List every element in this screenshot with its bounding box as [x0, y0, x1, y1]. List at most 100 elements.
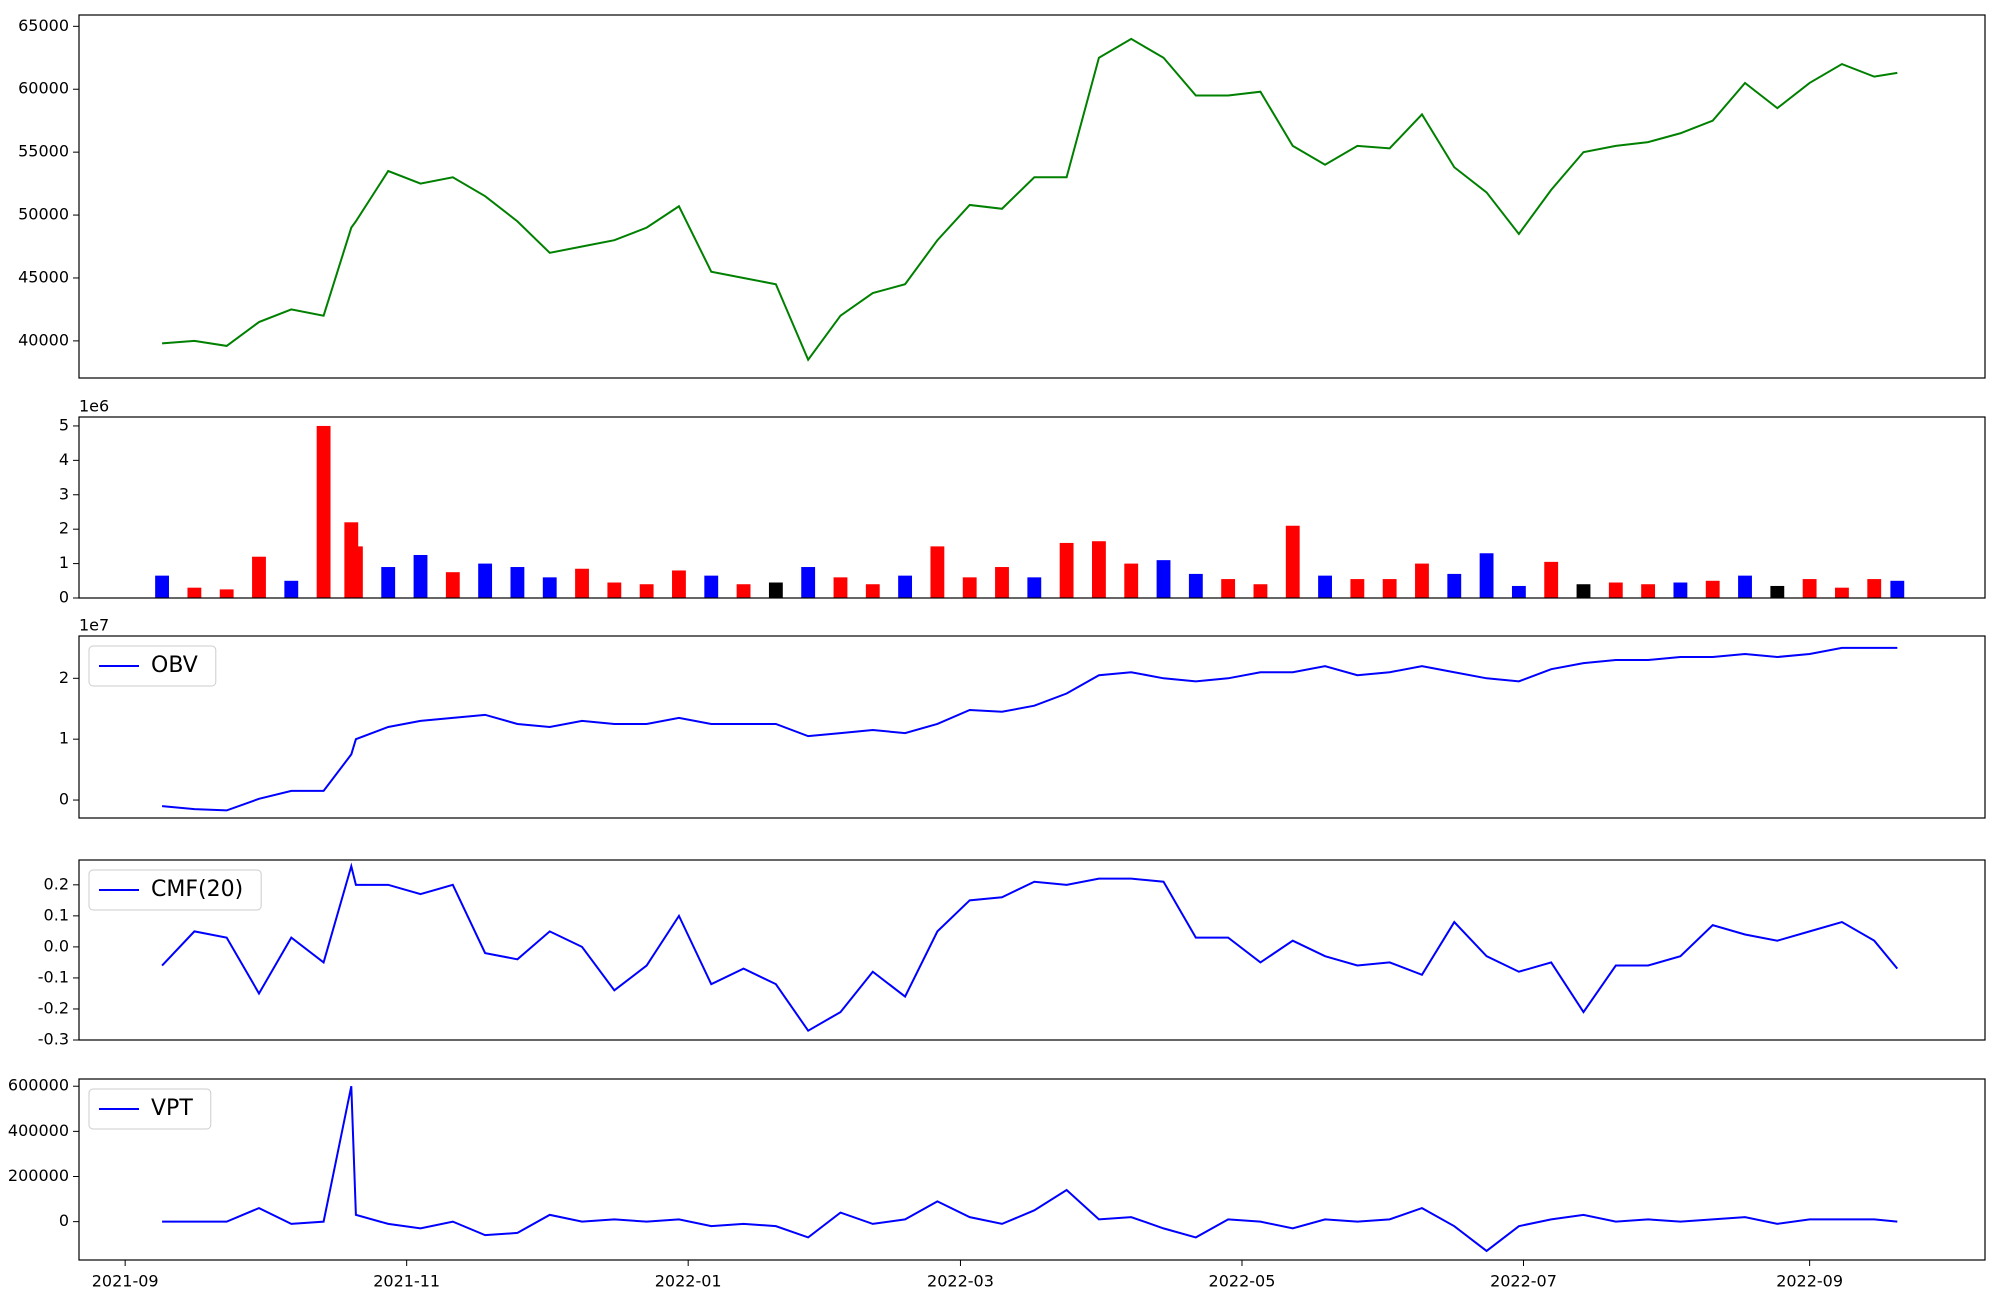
y-tick-label: 0.1	[44, 905, 69, 924]
data-line	[161, 646, 1898, 812]
y-tick-label: 55000	[18, 142, 69, 161]
x-tick-label: 2022-03	[927, 1272, 994, 1291]
axes-frame	[78, 635, 1986, 819]
volume-bar	[1318, 575, 1332, 598]
panel: 0 200000 400000 600000 VPT 2021-09 2021-11 2022…	[8, 1076, 1986, 1291]
volume-bar	[1673, 582, 1688, 598]
x-tick-label: 2021-11	[373, 1272, 440, 1291]
volume-bar	[639, 584, 654, 598]
volume-bar	[1091, 541, 1106, 598]
volume-bar	[542, 577, 557, 598]
legend-label: OBV	[151, 653, 198, 678]
volume-bar	[1770, 585, 1785, 598]
panel: -0.3 -0.2 -0.1 0.0 0.1 0.2 CMF(20)	[38, 859, 1986, 1049]
y-tick-label: 65000	[18, 16, 69, 35]
volume-bar	[704, 575, 719, 598]
axes-frame	[78, 1078, 1986, 1261]
y-tick-label: 0.2	[44, 874, 69, 893]
y-tick-label: 600000	[8, 1076, 69, 1095]
volume-bar	[381, 567, 396, 598]
x-tick-label: 2022-01	[655, 1272, 722, 1291]
y-tick-label: 0	[59, 790, 69, 809]
data-line	[161, 37, 1898, 362]
volume-bar	[962, 577, 977, 598]
volume-bar	[1285, 525, 1300, 598]
volume-bar	[284, 580, 299, 598]
data-line	[161, 862, 1899, 1033]
volume-bar	[155, 575, 169, 598]
y-tick-label: -0.2	[38, 998, 69, 1017]
volume-bar	[1415, 563, 1429, 598]
volume-bar	[219, 589, 234, 598]
y-tick-label: 2	[59, 668, 69, 687]
volume-bar	[1890, 580, 1905, 598]
volume-bar	[1350, 579, 1365, 598]
volume-bar	[1221, 579, 1236, 598]
volume-bar	[1867, 579, 1882, 598]
y-tick-label: 1	[59, 729, 69, 748]
volume-bar	[898, 575, 913, 598]
panel: 0 1 2 3 4 5 1e6	[59, 397, 1986, 607]
x-tick-label: 2022-05	[1209, 1272, 1276, 1291]
volume-bar	[1382, 579, 1397, 598]
y-tick-label: 40000	[18, 330, 69, 349]
y-tick-label: -0.1	[38, 967, 69, 986]
volume-bar	[1027, 577, 1042, 598]
volume-bar	[478, 563, 493, 598]
axis-offset-label: 1e7	[79, 616, 109, 635]
volume-bar	[1641, 584, 1656, 598]
volume-bar	[510, 567, 525, 598]
volume-bar	[187, 587, 202, 598]
volume-bar	[865, 584, 880, 598]
y-tick-label: 1	[59, 553, 69, 572]
volume-bar	[1124, 563, 1139, 598]
volume-bar	[1188, 573, 1203, 598]
axes-frame	[78, 416, 1986, 599]
x-tick-label: 2022-09	[1776, 1272, 1843, 1291]
y-tick-label: -0.3	[38, 1030, 69, 1049]
volume-bar	[316, 425, 331, 598]
volume-bar	[1156, 560, 1171, 598]
volume-bar	[736, 584, 751, 598]
y-tick-label: 60000	[18, 79, 69, 98]
legend-label: CMF(20)	[151, 877, 243, 902]
legend-box	[88, 869, 262, 911]
volume-bar	[1576, 584, 1591, 598]
data-line	[162, 1086, 1898, 1253]
volume-bar	[1705, 580, 1720, 598]
y-tick-label: 0	[59, 1211, 69, 1230]
axes-frame	[78, 859, 1986, 1041]
panel: 0 1 2 1e7 OBV	[59, 616, 1986, 819]
y-tick-label: 400000	[8, 1121, 69, 1140]
y-tick-label: 5	[59, 415, 69, 434]
y-tick-label: 3	[59, 484, 69, 503]
y-tick-label: 0	[59, 588, 69, 607]
volume-bar	[1802, 579, 1817, 598]
volume-bar	[1544, 561, 1559, 598]
volume-bar	[995, 567, 1009, 598]
volume-bar	[575, 568, 589, 598]
x-tick-label: 2022-07	[1490, 1272, 1557, 1291]
volume-bar	[833, 577, 848, 598]
volume-bar	[1059, 542, 1074, 598]
legend-box	[88, 645, 217, 687]
volume-bar	[1608, 582, 1623, 598]
axis-offset-label: 1e6	[79, 397, 109, 416]
volume-bar	[607, 582, 622, 598]
volume-bar	[1738, 575, 1752, 598]
y-tick-label: 2	[59, 519, 69, 538]
legend-box	[88, 1088, 212, 1130]
y-tick-label: 4	[59, 450, 69, 469]
volume-bar	[445, 572, 460, 598]
volume-bar	[672, 570, 686, 598]
axes-frame	[78, 14, 1986, 379]
y-tick-label: 45000	[18, 267, 69, 286]
panel: 40000 45000 50000 55000 60000 65000	[18, 14, 1986, 379]
y-tick-label: 200000	[8, 1166, 69, 1185]
y-tick-label: 50000	[18, 205, 69, 224]
volume-bar	[252, 556, 266, 598]
volume-bar	[413, 554, 428, 598]
x-tick-label: 2021-09	[92, 1272, 159, 1291]
volume-bar	[768, 582, 783, 598]
